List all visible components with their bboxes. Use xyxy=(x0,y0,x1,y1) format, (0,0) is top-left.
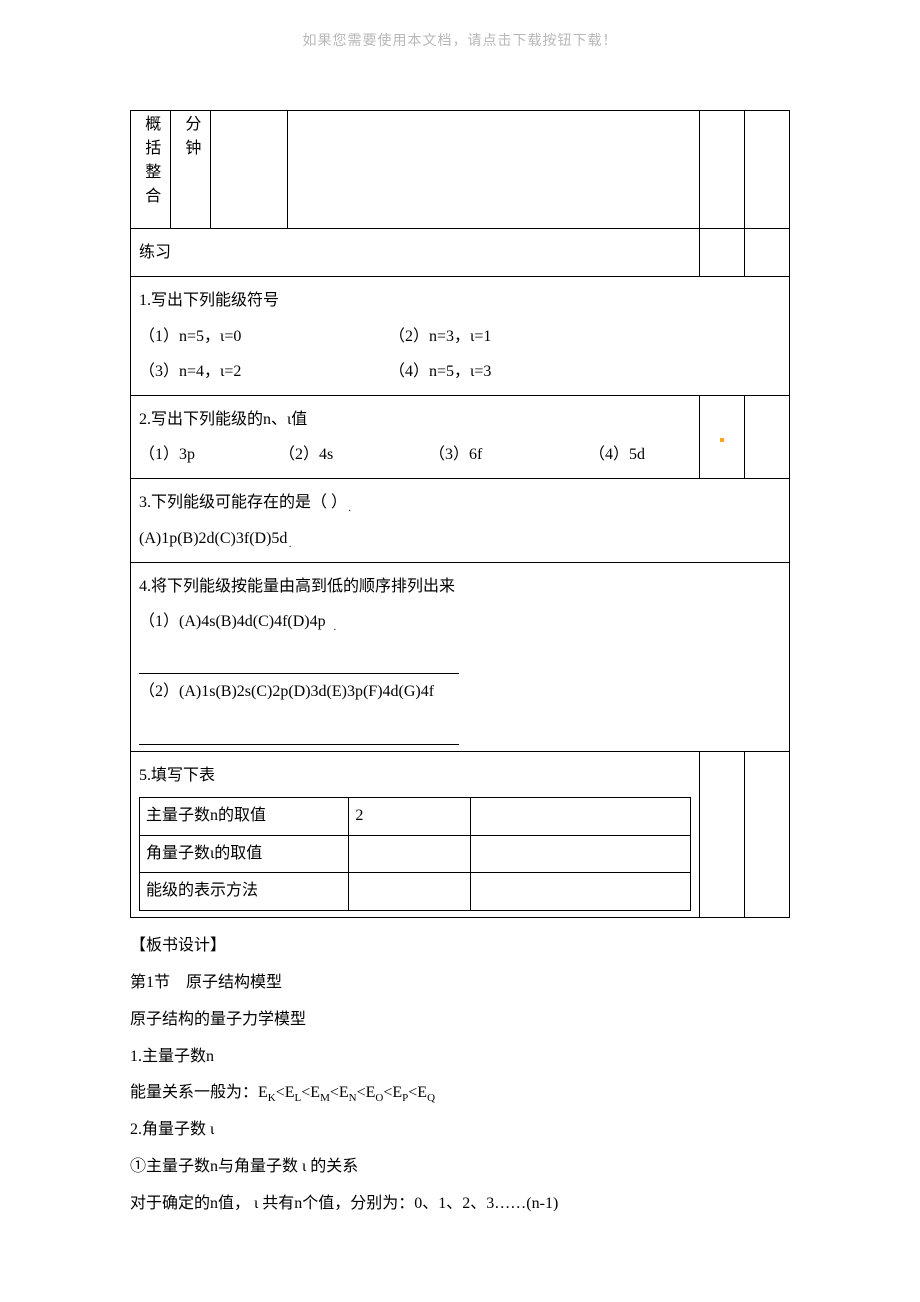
q4-line2: （2）(A)1s(B)2s(C)2p(D)3d(E)3p(F)4d(G)4f xyxy=(139,674,781,709)
q4-row: 4.将下列能级按能量由高到低的顺序排列出来 （1）(A)4s(B)4d(C)4f… xyxy=(131,562,790,751)
q5-block: 5.填写下表 主量子数n的取值 2 角量子数ι的取值 能级的表示方法 xyxy=(131,751,700,918)
q1-line2: （3）n=4，ι=2 （4）n=5，ι=3 xyxy=(139,354,781,389)
document-page: 如果您需要使用本文档，请点击下载按钮下载！ 概括整合 分钟 练习 1.写出下列能… xyxy=(0,0,920,1283)
board-heading: 【板书设计】 xyxy=(130,928,790,965)
inner-r2-empty2 xyxy=(470,835,690,873)
inner-row-2: 角量子数ι的取值 xyxy=(140,835,691,873)
q4-block: 4.将下列能级按能量由高到低的顺序排列出来 （1）(A)4s(B)4d(C)4f… xyxy=(131,562,790,751)
board-line3: 1.主量子数n xyxy=(130,1039,790,1076)
marker-cell xyxy=(700,395,745,478)
q1-row: 1.写出下列能级符号 （1）n=5，ι=0 （2）n=3，ι=1 （3）n=4，… xyxy=(131,277,790,396)
board-design: 【板书设计】 第1节 原子结构模型 原子结构的量子力学模型 1.主量子数n 能量… xyxy=(130,928,790,1222)
cell-empty xyxy=(700,229,745,277)
q3-row: 3.下列能级可能存在的是（ ） . (A)1p(B)2d(C)3f(D)5d . xyxy=(131,479,790,562)
inner-r1-val: 2 xyxy=(349,797,470,835)
cell-empty xyxy=(745,395,790,478)
q1-title: 1.写出下列能级符号 xyxy=(139,283,781,318)
q4-line1: （1）(A)4s(B)4d(C)4f(D)4p . xyxy=(139,604,781,639)
q3-block: 3.下列能级可能存在的是（ ） . (A)1p(B)2d(C)3f(D)5d . xyxy=(131,479,790,562)
q2-title: 2.写出下列能级的n、ι值 xyxy=(139,402,691,437)
cell-summary-label: 概括整合 xyxy=(131,111,171,229)
inner-r2-label: 角量子数ι的取值 xyxy=(140,835,349,873)
cell-empty xyxy=(745,751,790,918)
cell-empty xyxy=(745,229,790,277)
board-line2: 原子结构的量子力学模型 xyxy=(130,1002,790,1039)
inner-row-1: 主量子数n的取值 2 xyxy=(140,797,691,835)
cell-empty xyxy=(700,111,745,229)
inner-r3-empty1 xyxy=(349,873,470,911)
summary-row: 概括整合 分钟 xyxy=(131,111,790,229)
inner-r3-empty2 xyxy=(470,873,690,911)
main-table: 概括整合 分钟 练习 1.写出下列能级符号 （1）n=5，ι=0 （2）n=3，… xyxy=(130,110,790,918)
inner-r2-empty1 xyxy=(349,835,470,873)
cell-empty xyxy=(700,751,745,918)
q5-row: 5.填写下表 主量子数n的取值 2 角量子数ι的取值 能级的表示方法 xyxy=(131,751,790,918)
board-line5: 2.角量子数 ι xyxy=(130,1112,790,1149)
q4-blank1 xyxy=(139,639,781,674)
q2-opts: （1）3p （2）4s （3）6f （4）5d xyxy=(139,437,691,472)
cell-empty xyxy=(211,111,288,229)
q1-line1: （1）n=5，ι=0 （2）n=3，ι=1 xyxy=(139,319,781,354)
inner-r1-label: 主量子数n的取值 xyxy=(140,797,349,835)
header-watermark: 如果您需要使用本文档，请点击下载按钮下载！ xyxy=(0,30,920,50)
energy-seq: EK<EL<EM<EN<EO<EP<EQ xyxy=(258,1084,435,1101)
board-line7: 对于确定的n值， ι 共有n个值，分别为：0、1、2、3……(n-1) xyxy=(130,1186,790,1223)
inner-row-3: 能级的表示方法 xyxy=(140,873,691,911)
cell-minutes-label: 分钟 xyxy=(171,111,211,229)
q4-title: 4.将下列能级按能量由高到低的顺序排列出来 xyxy=(139,569,781,604)
q1-block: 1.写出下列能级符号 （1）n=5，ι=0 （2）n=3，ι=1 （3）n=4，… xyxy=(131,277,790,396)
board-line1: 第1节 原子结构模型 xyxy=(130,965,790,1002)
inner-r1-empty xyxy=(470,797,690,835)
board-line4: 能量关系一般为：EK<EL<EM<EN<EO<EP<EQ xyxy=(130,1075,790,1112)
cell-empty xyxy=(745,111,790,229)
q4-blank2 xyxy=(139,709,781,744)
practice-header: 练习 xyxy=(131,229,700,277)
inner-r3-label: 能级的表示方法 xyxy=(140,873,349,911)
q5-title: 5.填写下表 xyxy=(139,758,691,793)
practice-header-row: 练习 xyxy=(131,229,790,277)
board-line6: ①主量子数n与角量子数 ι 的关系 xyxy=(130,1149,790,1186)
q2-row: 2.写出下列能级的n、ι值 （1）3p （2）4s （3）6f （4）5d xyxy=(131,395,790,478)
cell-empty xyxy=(288,111,700,229)
q3-title: 3.下列能级可能存在的是（ ） . xyxy=(139,485,781,520)
q5-inner-table: 主量子数n的取值 2 角量子数ι的取值 能级的表示方法 xyxy=(139,797,691,911)
q3-opts: (A)1p(B)2d(C)3f(D)5d . xyxy=(139,521,781,556)
q2-block: 2.写出下列能级的n、ι值 （1）3p （2）4s （3）6f （4）5d xyxy=(131,395,700,478)
orange-dot-icon xyxy=(720,438,724,442)
